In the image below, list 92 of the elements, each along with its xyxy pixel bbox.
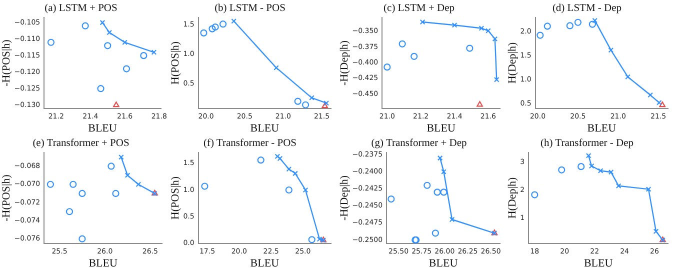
point <box>536 32 544 39</box>
x-axis-title: BLEU <box>426 122 456 134</box>
point <box>653 228 659 234</box>
x-axis-title: BLEU <box>88 122 117 134</box>
point <box>292 170 298 176</box>
point <box>219 20 227 28</box>
point <box>478 26 484 31</box>
y-axis-title: H(Dep|h) <box>506 177 518 219</box>
point <box>208 25 216 32</box>
point <box>608 47 614 53</box>
point <box>316 236 322 242</box>
point <box>388 195 395 203</box>
x-axis-title: BLEU <box>584 257 613 270</box>
chart-title: (b) LSTM - POS <box>214 3 286 14</box>
point <box>257 156 264 164</box>
point <box>410 52 418 60</box>
point <box>113 102 120 108</box>
point <box>578 163 585 170</box>
chart-title: (g) Transformer + Dep <box>371 138 467 150</box>
point <box>432 230 439 237</box>
point <box>136 182 142 188</box>
point <box>434 188 441 196</box>
point <box>398 40 406 48</box>
chart-title: (h) Transformer - Dep <box>540 138 634 150</box>
point <box>544 22 551 30</box>
point <box>104 42 112 50</box>
point <box>112 190 120 198</box>
x-axis-title: BLEU <box>250 122 280 134</box>
point <box>308 236 316 244</box>
point <box>566 22 574 30</box>
point <box>659 102 666 108</box>
y-axis-title: -H(Dep|h) <box>338 40 350 86</box>
point <box>625 74 630 80</box>
y-axis-title: H(POS|h) <box>169 41 182 85</box>
point <box>106 30 112 36</box>
point <box>78 190 86 198</box>
point <box>558 166 566 174</box>
x-axis-title: BLEU <box>428 257 458 270</box>
point <box>108 162 115 170</box>
point <box>466 44 474 52</box>
chart-title: (c) LSTM + Dep <box>384 3 454 14</box>
point <box>97 85 104 92</box>
point <box>441 169 446 174</box>
point <box>588 163 594 169</box>
point <box>286 166 292 172</box>
x-axis-title: BLEU <box>587 122 616 134</box>
point <box>302 101 310 108</box>
point <box>449 216 455 222</box>
point <box>78 235 86 242</box>
point <box>452 22 458 28</box>
point <box>212 23 219 31</box>
point <box>646 186 652 192</box>
point <box>486 28 491 34</box>
chart-title: (d) LSTM - Dep <box>552 3 622 14</box>
point <box>285 186 292 194</box>
point <box>492 36 498 42</box>
y-axis-title: -H(Dep|h) <box>338 175 350 220</box>
point <box>70 180 77 188</box>
y-axis-title: -H(POS|h) <box>0 174 12 222</box>
y-axis-title: H(Dep|h) <box>506 42 518 84</box>
point <box>274 65 279 70</box>
point <box>608 169 614 175</box>
point <box>122 65 130 72</box>
point <box>531 191 538 198</box>
point <box>476 101 483 107</box>
chart-title: (e) Transformer + POS <box>32 138 130 150</box>
y-axis-title: -H(POS|h) <box>0 39 12 86</box>
chart-title: (a) LSTM + POS <box>44 3 118 14</box>
point <box>616 183 622 189</box>
point <box>122 40 128 46</box>
x-axis-title: BLEU <box>88 257 118 270</box>
point <box>82 22 89 30</box>
point <box>140 52 148 60</box>
point <box>201 182 208 190</box>
point <box>200 29 208 36</box>
point <box>302 187 308 193</box>
point <box>424 182 431 189</box>
point <box>598 168 604 174</box>
point <box>574 18 582 26</box>
chart-title: (f) Transformer - POS <box>203 138 297 150</box>
point <box>384 64 391 71</box>
point <box>46 180 54 188</box>
point <box>66 208 74 216</box>
y-axis-title: H(POS|h) <box>169 176 182 220</box>
point <box>309 95 314 100</box>
point <box>440 188 448 196</box>
point <box>294 98 302 105</box>
x-axis-title: BLEU <box>250 257 280 270</box>
point <box>588 20 596 28</box>
point <box>47 38 55 46</box>
point <box>648 92 653 98</box>
point <box>124 172 130 178</box>
